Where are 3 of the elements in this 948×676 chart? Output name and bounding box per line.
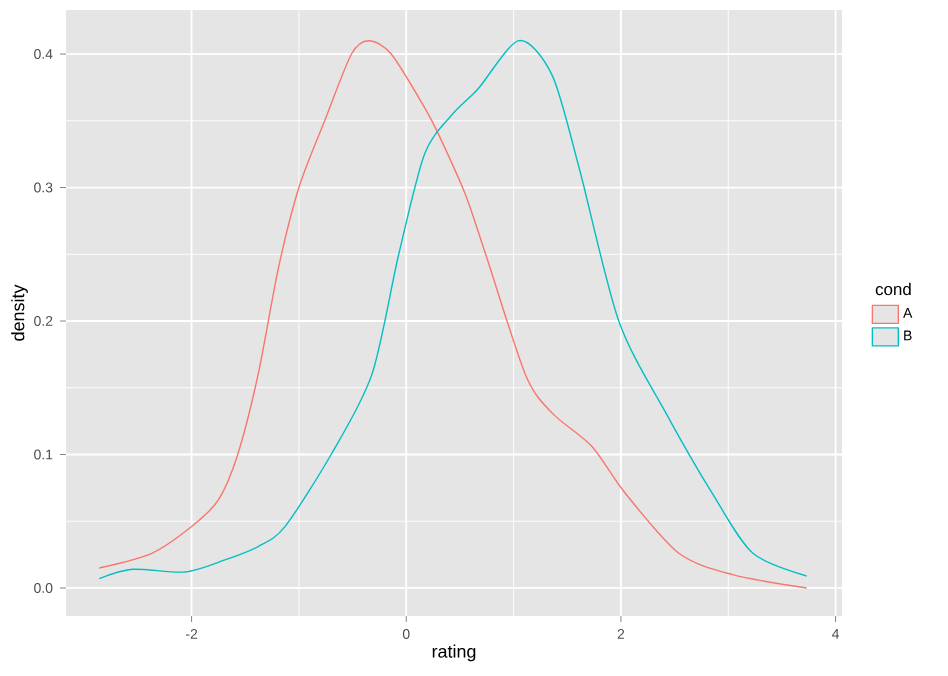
y-axis-title: density bbox=[11, 284, 28, 341]
x-axis-title: rating bbox=[432, 644, 476, 662]
legend-title: cond bbox=[875, 282, 911, 296]
